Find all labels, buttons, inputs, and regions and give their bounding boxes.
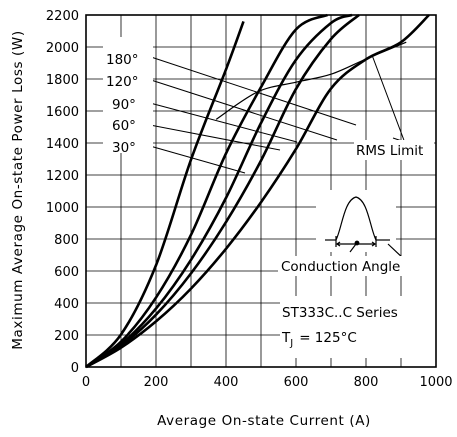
plot-frame bbox=[85, 14, 437, 368]
leader-line bbox=[149, 145, 246, 174]
tj-symbol: T bbox=[281, 330, 291, 346]
x-axis-title: Average On-state Current (A) bbox=[157, 413, 371, 429]
y-tick-label: 400 bbox=[54, 297, 79, 312]
series-line bbox=[85, 13, 353, 369]
leader-line bbox=[149, 102, 298, 143]
legend-label-120: 120° bbox=[106, 74, 139, 90]
y-tick-label: 0 bbox=[71, 361, 79, 376]
x-tick-label: 200 bbox=[144, 375, 169, 390]
curve-series bbox=[85, 13, 430, 369]
y-tick-label: 1200 bbox=[46, 169, 79, 184]
tj-value: = 125°C bbox=[299, 330, 357, 346]
conduction-angle-icon bbox=[325, 196, 406, 261]
leader-line bbox=[150, 79, 338, 141]
y-tick-label: 2000 bbox=[46, 41, 79, 56]
rms-limit-line bbox=[215, 41, 407, 120]
legend-label-30: 30° bbox=[112, 140, 136, 156]
conduction-angle-label: Conduction Angle bbox=[281, 259, 400, 275]
y-tick-label: 800 bbox=[54, 233, 79, 248]
x-tick-label: 600 bbox=[284, 375, 309, 390]
series-note-bg bbox=[280, 296, 440, 358]
legend-label-bg bbox=[103, 37, 153, 153]
y-tick-label: 1400 bbox=[46, 137, 79, 152]
x-tick-label: 400 bbox=[214, 375, 239, 390]
series-line bbox=[85, 14, 430, 369]
legend-leaders bbox=[149, 54, 409, 174]
y-axis-title: Maximum Average On-state Power Loss (W) bbox=[10, 30, 26, 349]
leader-line bbox=[149, 124, 281, 151]
y-tick-label: 1000 bbox=[46, 201, 79, 216]
y-tick-label: 1800 bbox=[46, 73, 79, 88]
y-tick-label: 2200 bbox=[46, 9, 79, 24]
rms-label-bg bbox=[354, 140, 434, 160]
legend-label-180: 180° bbox=[106, 52, 139, 68]
x-tick-label: 800 bbox=[354, 375, 379, 390]
junction-temperature-label: TJ = 125°C bbox=[281, 330, 357, 349]
leader-line bbox=[371, 54, 406, 144]
y-tick-label: 200 bbox=[54, 329, 79, 344]
y-tick-label: 1600 bbox=[46, 105, 79, 120]
y-tick-label: 600 bbox=[54, 265, 79, 280]
leader-line bbox=[150, 56, 357, 126]
series-line bbox=[85, 13, 329, 369]
conduction-label-bg bbox=[278, 256, 452, 276]
legend-label-90: 90° bbox=[112, 97, 136, 113]
series-name-label: ST333C..C Series bbox=[282, 305, 398, 321]
rms-limit-label: RMS Limit bbox=[356, 143, 423, 159]
series-line bbox=[85, 13, 360, 369]
rms-limit-curve bbox=[215, 41, 407, 120]
x-tick-label: 1000 bbox=[419, 375, 452, 390]
tj-subscript: J bbox=[289, 338, 293, 349]
legend-label-60: 60° bbox=[112, 118, 136, 134]
x-tick-label: 0 bbox=[82, 375, 90, 390]
tick-labels: 0 200 400 600 800 1000 0 200 400 600 800 1000 1200 14… bbox=[46, 9, 453, 390]
series-line bbox=[85, 20, 245, 368]
